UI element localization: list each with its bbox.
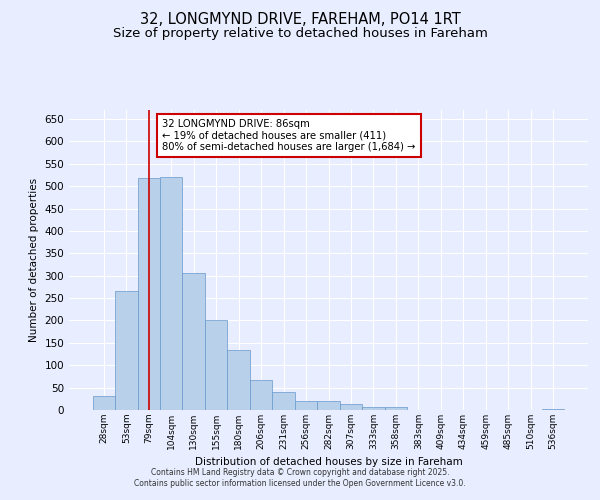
Text: Contains HM Land Registry data © Crown copyright and database right 2025.
Contai: Contains HM Land Registry data © Crown c… <box>134 468 466 487</box>
Bar <box>340 404 362 410</box>
Text: 32 LONGMYND DRIVE: 86sqm
← 19% of detached houses are smaller (411)
80% of semi-: 32 LONGMYND DRIVE: 86sqm ← 19% of detach… <box>163 119 416 152</box>
Bar <box>542 408 565 410</box>
Bar <box>182 274 205 410</box>
Bar <box>160 177 182 410</box>
Bar <box>272 392 295 410</box>
X-axis label: Distribution of detached houses by size in Fareham: Distribution of detached houses by size … <box>194 458 463 468</box>
Bar <box>137 178 160 410</box>
Text: 32, LONGMYND DRIVE, FAREHAM, PO14 1RT: 32, LONGMYND DRIVE, FAREHAM, PO14 1RT <box>140 12 460 28</box>
Bar <box>362 407 385 410</box>
Bar <box>92 396 115 410</box>
Bar <box>205 320 227 410</box>
Bar <box>250 380 272 410</box>
Bar <box>385 407 407 410</box>
Y-axis label: Number of detached properties: Number of detached properties <box>29 178 39 342</box>
Bar <box>227 350 250 410</box>
Bar <box>115 292 137 410</box>
Text: Size of property relative to detached houses in Fareham: Size of property relative to detached ho… <box>113 28 487 40</box>
Bar <box>295 400 317 410</box>
Bar <box>317 401 340 410</box>
